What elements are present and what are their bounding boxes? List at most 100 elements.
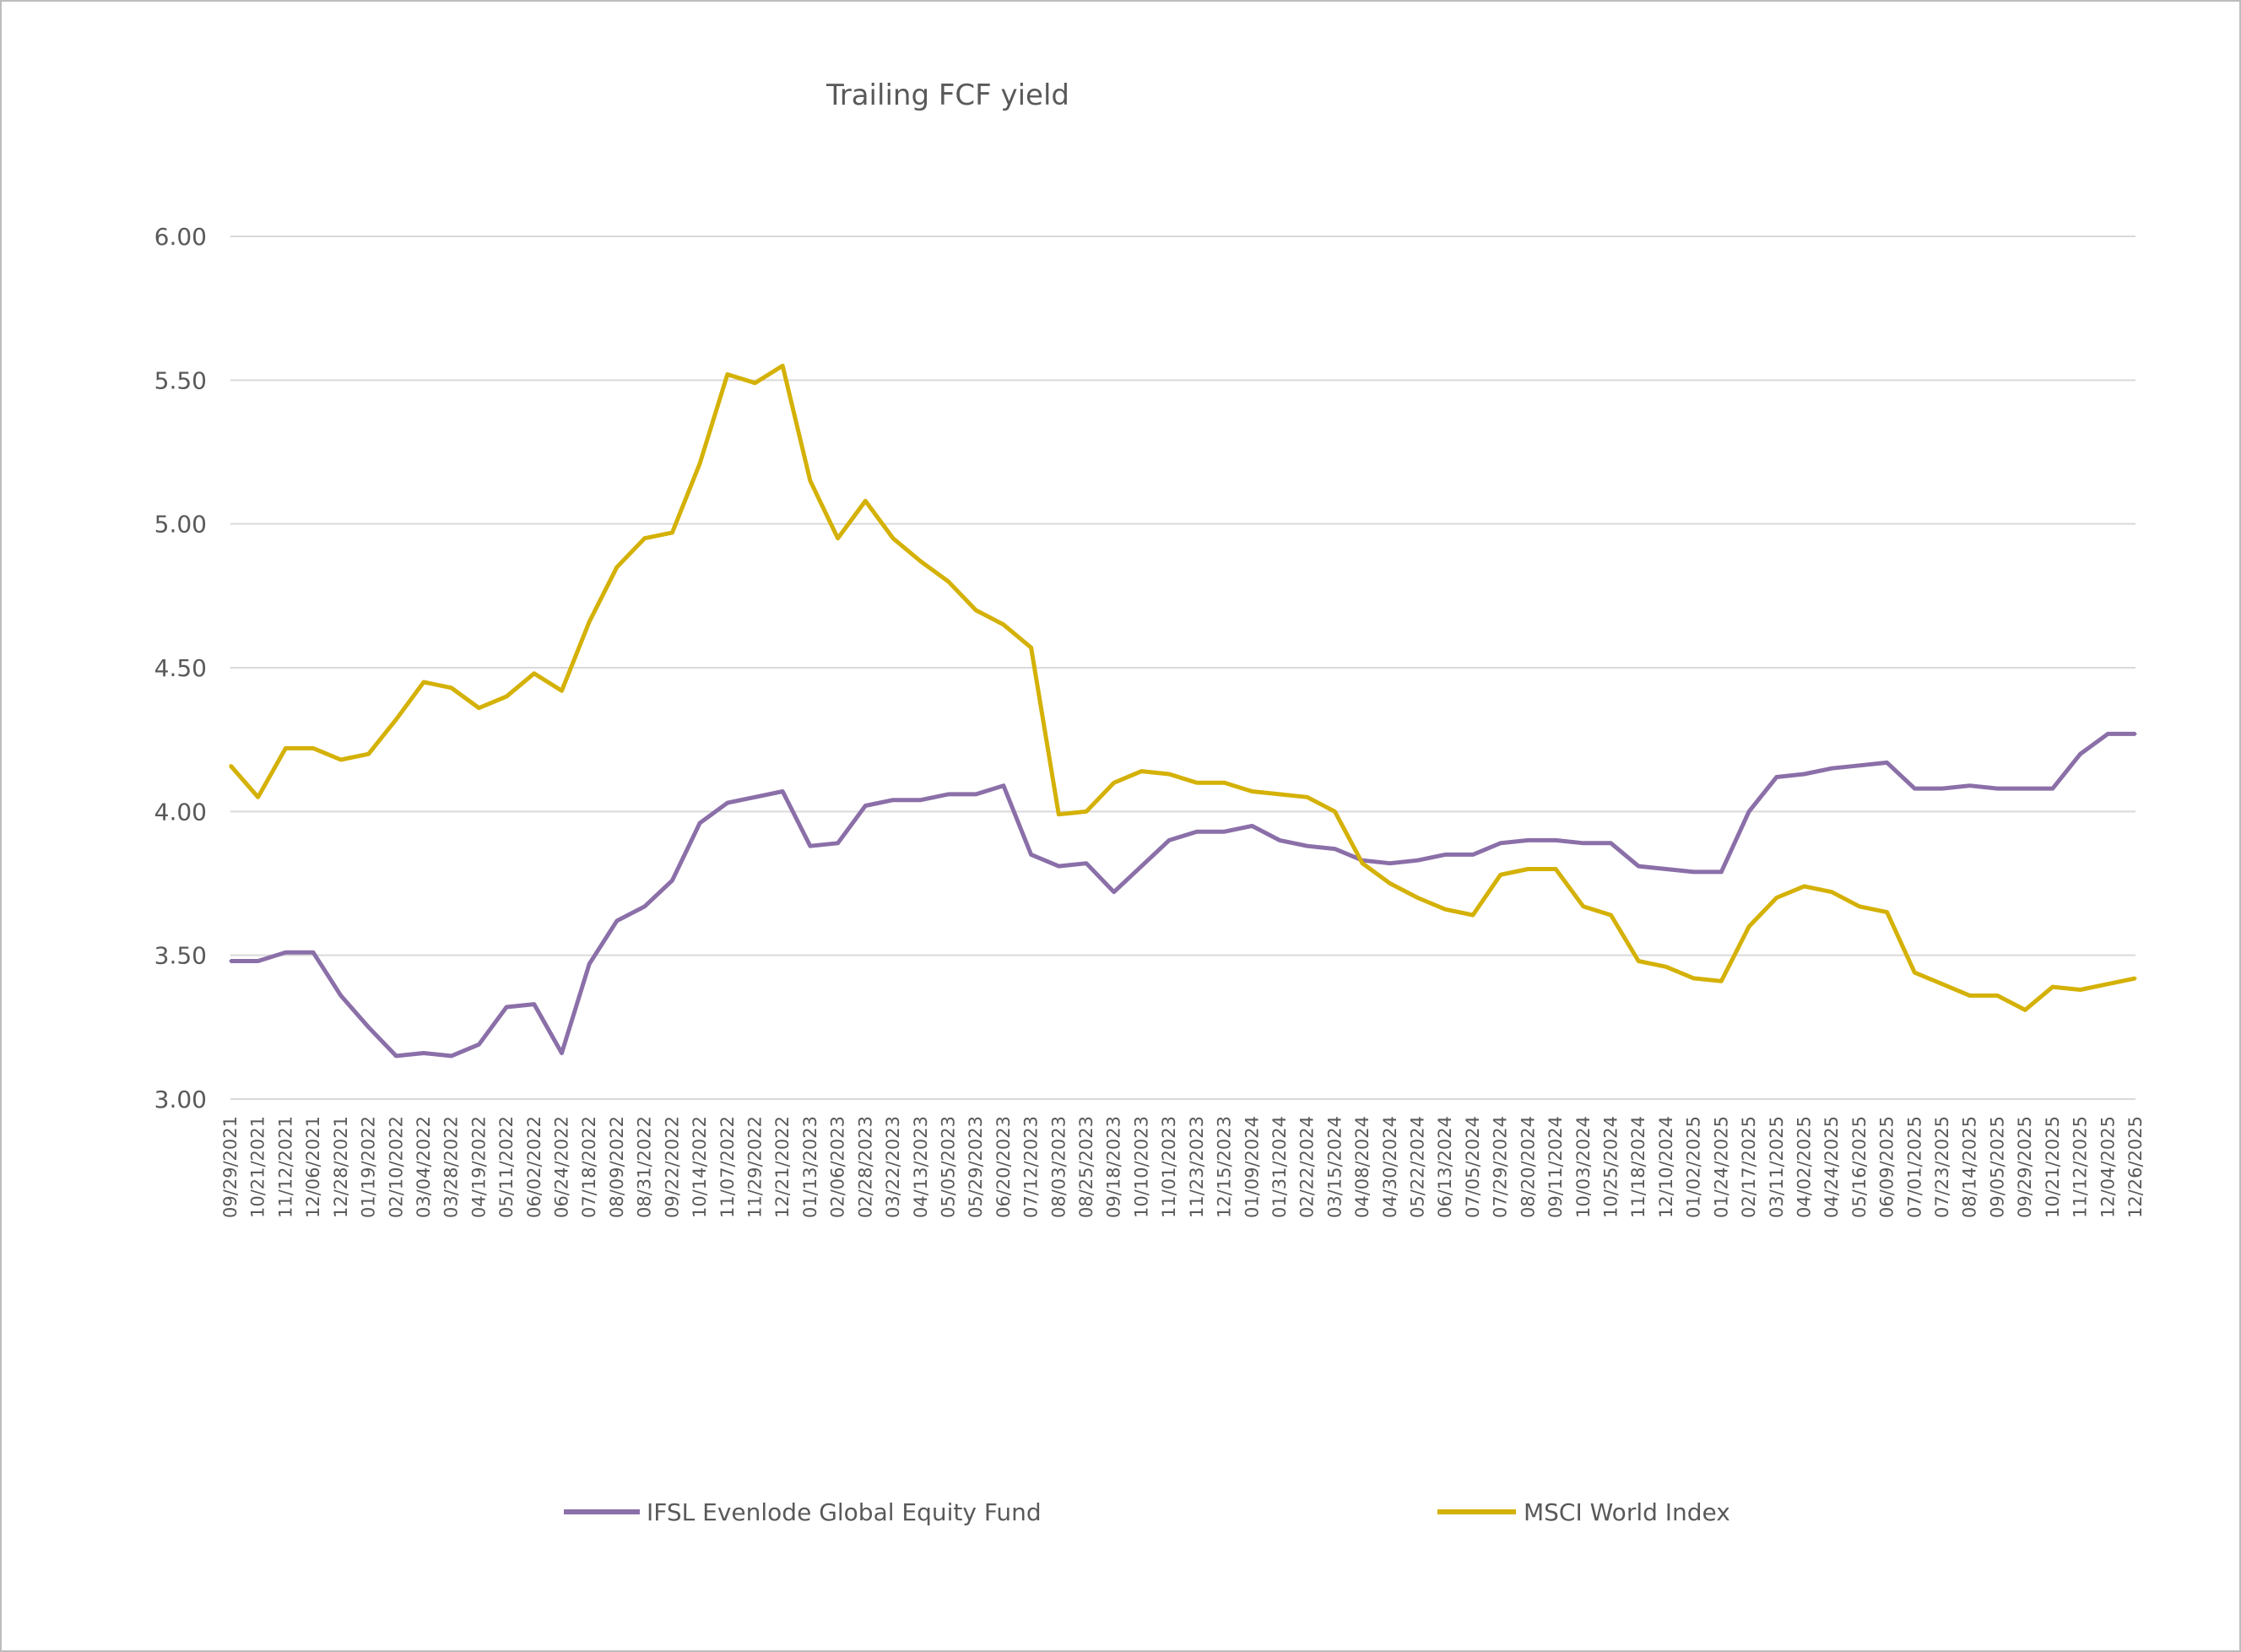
x-tick-label: 02/22/2024 [1297,1116,1318,1218]
data-point [311,951,315,954]
y-tick-label: 5.50 [154,366,207,394]
data-point [974,609,977,612]
x-tick-label: 10/10/2023 [1131,1116,1151,1218]
x-tick-label: 04/08/2024 [1352,1116,1372,1218]
data-point [891,799,895,802]
data-point [533,672,536,675]
data-point [836,842,840,845]
data-point [836,537,840,540]
data-point [1968,784,1972,788]
data-point [698,821,701,825]
data-point [1692,977,1696,980]
y-tick-label: 4.50 [154,654,207,682]
data-point [781,364,784,367]
x-tick-label: 08/03/2023 [1048,1116,1069,1218]
data-point [1361,862,1364,865]
x-tick-label: 12/15/2023 [1215,1116,1235,1218]
data-point [1582,905,1585,908]
data-point [1139,770,1143,773]
x-tick-label: 11/07/2022 [717,1116,738,1218]
x-tick-label: 05/11/2022 [496,1116,517,1218]
x-tick-label: 04/02/2025 [1794,1116,1814,1218]
x-tick-label: 04/24/2025 [1821,1116,1842,1218]
x-tick-label: 01/09/2024 [1242,1116,1262,1218]
data-point [1002,623,1005,626]
x-tick-label: 11/18/2024 [1628,1116,1648,1218]
data-point [1858,764,1861,767]
data-point [1995,787,1999,790]
data-point [781,790,784,793]
x-tick-label: 08/25/2023 [1076,1116,1096,1218]
data-point [1167,838,1171,842]
data-point [726,801,729,804]
x-tick-label: 09/22/2022 [662,1116,682,1218]
data-point [1306,844,1309,848]
data-point [339,758,343,761]
x-tick-label: 08/09/2022 [607,1116,627,1218]
data-point [1747,810,1751,813]
data-point [560,689,563,692]
x-tick-label: 06/20/2023 [993,1116,1014,1218]
data-point [1637,864,1640,868]
legend-label-fund: IFSL Evenlode Global Equity Fund [647,1498,1042,1526]
data-point [1775,896,1778,899]
x-tick-label: 09/18/2023 [1104,1116,1124,1218]
x-tick-label: 10/03/2024 [1573,1116,1594,1218]
data-point [1085,810,1088,813]
grid-lines [230,236,2135,1100]
data-point [422,1052,425,1054]
data-point [1030,646,1033,649]
data-point [809,479,812,483]
data-point [477,1043,480,1046]
data-point [229,764,232,767]
y-tick-label: 3.50 [154,942,207,970]
data-point [533,1003,536,1006]
x-tick-label: 01/13/2023 [800,1116,820,1218]
x-tick-label: 03/04/2022 [414,1116,434,1218]
data-point [1665,868,1668,870]
x-tick-label: 09/29/2021 [220,1116,241,1218]
data-point [1913,971,1916,974]
data-point [1886,761,1889,764]
data-point [809,844,812,848]
chart-title: Trailing FCF yield [825,79,1069,112]
x-tick-label: 11/12/2021 [275,1116,295,1218]
data-point [754,795,756,799]
data-point [1306,795,1309,799]
data-point [1250,790,1253,793]
data-point [257,795,260,799]
data-point [1665,965,1668,968]
data-point [284,746,287,750]
x-axis: 09/29/2021 10/21/2021 11/12/2021 12/06/2021… [220,1116,2146,1218]
data-point [1499,842,1502,845]
x-tick-label: 05/22/2024 [1408,1116,1428,1218]
data-point [1941,787,1944,790]
data-point [2134,732,2137,735]
data-point [505,695,508,698]
x-tick-label: 10/21/2021 [248,1116,268,1218]
data-point [1719,979,1723,983]
x-tick-label: 09/05/2025 [1987,1116,2007,1218]
data-point [1775,776,1778,778]
x-tick-label: 11/29/2022 [744,1116,765,1218]
x-tick-label: 02/10/2022 [386,1116,406,1218]
data-point [229,960,232,962]
data-point [394,718,398,721]
data-point [1941,983,1944,986]
data-point [1139,864,1143,868]
data-point [1388,882,1392,885]
data-point [1968,994,1972,997]
x-tick-label: 12/04/2025 [2098,1116,2118,1218]
data-point [1637,960,1640,962]
x-tick-label: 06/09/2025 [1877,1116,1897,1218]
x-tick-label: 10/14/2022 [690,1116,710,1218]
data-point [1858,905,1861,908]
data-point [1913,787,1916,790]
y-tick-label: 5.00 [154,511,207,539]
data-point [477,707,480,710]
x-tick-label: 12/26/2025 [2125,1116,2146,1218]
x-tick-label: 01/31/2024 [1269,1116,1290,1218]
data-point [1526,868,1529,870]
series-fund [229,731,2137,1059]
